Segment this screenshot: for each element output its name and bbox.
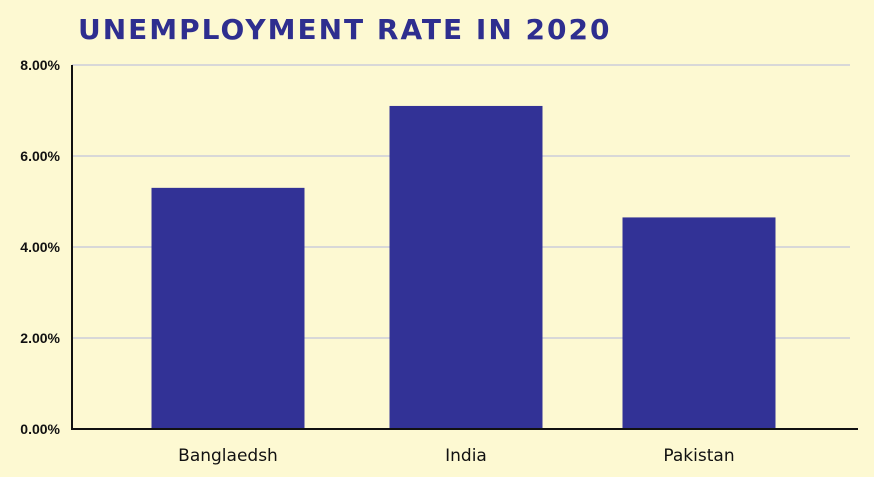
chart-title: UNEMPLOYMENT RATE IN 2020: [78, 13, 611, 46]
x-tick-label: India: [445, 446, 487, 466]
bar-india: [389, 105, 543, 429]
y-tick-label: 4.00%: [20, 239, 60, 255]
y-tick-label: 0.00%: [20, 421, 60, 437]
y-tick-label: 6.00%: [20, 148, 60, 164]
y-tick-label: 2.00%: [20, 330, 60, 346]
x-tick-labels: Banglaedsh India Pakistan: [178, 446, 734, 466]
bars: [151, 105, 776, 429]
bar-pakistan: [622, 217, 776, 429]
x-tick-label: Pakistan: [663, 446, 734, 466]
y-tick-label: 8.00%: [20, 57, 60, 73]
y-tick-labels: 0.00% 2.00% 4.00% 6.00% 8.00%: [20, 57, 60, 437]
bar-banglaedsh: [151, 187, 305, 429]
x-tick-label: Banglaedsh: [178, 446, 278, 466]
